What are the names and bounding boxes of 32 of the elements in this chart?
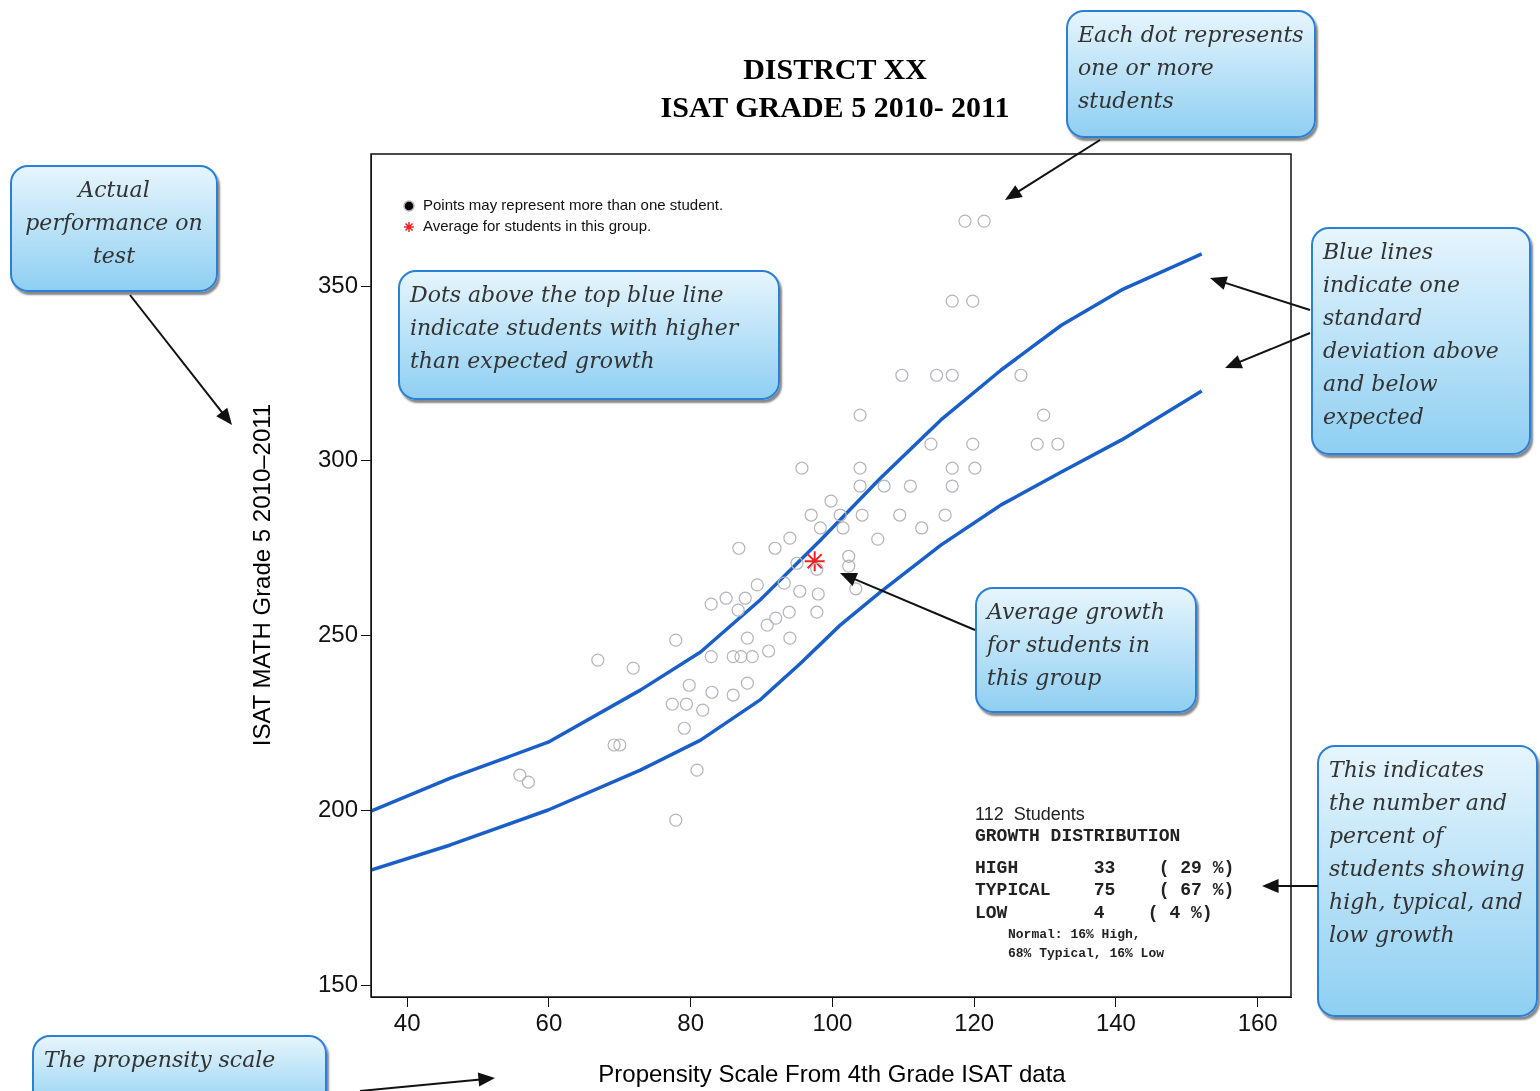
callout-box: Blue lines indicate one standard deviation above and below expected: [1311, 227, 1531, 455]
y-tick-label: 250: [317, 620, 358, 648]
callout-box: Average growth for students in this group: [975, 587, 1197, 713]
x-tick-label: 40: [393, 1009, 421, 1037]
annotation: GROWTH DISTRIBUTION: [975, 826, 1181, 846]
annotation: LOW 4 ( 4 %): [975, 903, 1213, 923]
annotation: 112 Students: [975, 804, 1085, 825]
x-tick-label: 60: [535, 1009, 563, 1037]
x-tick-label: 80: [677, 1009, 705, 1037]
annotation: TYPICAL 75 ( 67 %): [975, 880, 1235, 900]
callout-box: Actual performance on test: [10, 165, 218, 292]
callout-box: This indicates the number and percent of students showing high, typical, and low growth: [1317, 745, 1538, 1017]
legend-label: Average for students in this group.: [423, 217, 652, 235]
annotation: 68% Typical, 16% Low: [1008, 946, 1165, 961]
x-tick-label: 140: [1095, 1009, 1136, 1037]
x-tick-label: 120: [954, 1009, 995, 1037]
legend-label: Points may represent more than one student.: [423, 196, 724, 214]
y-tick-label: 350: [317, 270, 358, 298]
y-axis-title: ISAT MATH Grade 5 2010–2011: [248, 403, 276, 747]
callout-box: Each dot represents one or more students: [1066, 10, 1316, 138]
chart-subtitle: ISAT GRADE 5 2010- 2011: [660, 90, 1010, 124]
y-tick-label: 300: [317, 445, 358, 473]
callout-box: Dots above the top blue line indicate students with higher than expected growth: [398, 270, 780, 400]
y-tick-label: 200: [317, 794, 358, 822]
chart-title: DISTRCT XX: [743, 52, 927, 86]
callout-box: The propensity scale: [32, 1035, 327, 1091]
y-tick-label: 150: [317, 969, 358, 997]
annotation: Normal: 16% High,: [1008, 927, 1141, 942]
x-axis-title: Propensity Scale From 4th Grade ISAT data: [598, 1060, 1066, 1088]
x-tick-label: 100: [812, 1009, 853, 1037]
x-tick-label: 160: [1237, 1009, 1278, 1037]
annotation: HIGH 33 ( 29 %): [975, 858, 1235, 878]
